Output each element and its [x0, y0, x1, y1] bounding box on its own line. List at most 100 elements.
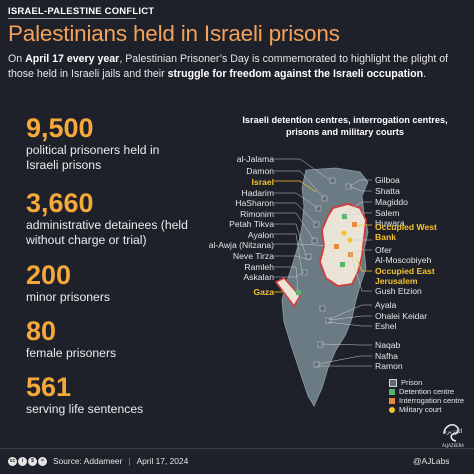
brand-handle: @AJLabs: [413, 456, 450, 466]
intro-part-2: , Palestinian Prisoner’s Day is commemor…: [8, 53, 449, 80]
map-heading-line-2: prisons and military courts: [286, 127, 404, 137]
interrogation-marker: [348, 252, 353, 257]
stat-item: 3,660 administrative detainees (held wit…: [26, 188, 226, 248]
stat-item: 9,500 political prisoners held in Israel…: [26, 113, 176, 173]
intro-part-3: .: [423, 67, 427, 80]
cc-icon: cc: [8, 456, 17, 466]
map-legend: Prison Detention centre Interrogation ce…: [389, 378, 464, 414]
legend-label: Prison: [401, 378, 423, 387]
detention-marker: [296, 290, 301, 295]
map-label-petah-tikva: Petah Tikva: [229, 219, 274, 229]
prison-marker: [313, 221, 320, 228]
map-label-huwara: Huwara: [375, 218, 405, 228]
military-court-marker: [341, 230, 347, 236]
date-text: April 17, 2024: [136, 456, 189, 466]
map-markers: [296, 177, 357, 368]
legend-item: Interrogation centre: [389, 396, 464, 405]
legend-swatch: [389, 397, 395, 404]
intro-date: April 17 every year: [25, 53, 120, 65]
legend-swatch: [389, 388, 395, 395]
map-label-hasharon: HaSharon: [235, 198, 274, 208]
map-label-eshel: Eshel: [375, 321, 397, 331]
stat-label: political prisoners held in Israeli pris…: [26, 143, 160, 172]
intro-struggle: struggle for freedom against the Israeli…: [167, 67, 424, 80]
footer-rule: [0, 448, 474, 449]
map-label-hadarim: Hadarim: [241, 188, 274, 198]
map-label-magiddo: Magiddo: [375, 197, 408, 207]
map-label-ramleh: Ramleh: [244, 262, 274, 272]
map-label-gilboa: Gilboa: [375, 175, 400, 185]
map-label-ohalei-keidar: Ohalei Keidar: [375, 311, 428, 321]
stat-label: minor prisoners: [26, 290, 110, 304]
license-icons: cc i $ =: [8, 456, 47, 466]
page-title: Palestinians held in Israeli prisons: [8, 21, 340, 46]
map-label-al-moscobiyeh: Al-Moscobiyeh: [375, 255, 432, 265]
map-label-ayalon: Ayalon: [247, 230, 274, 240]
sa-icon: =: [38, 456, 47, 466]
detention-marker: [342, 214, 347, 219]
stat-value: 80: [26, 316, 57, 346]
prison-marker: [301, 269, 308, 276]
map-label-damon: Damon: [246, 166, 274, 176]
legend-item: Detention centre: [389, 387, 464, 396]
map-label-israel: Israel: [251, 177, 274, 187]
legend-item: Prison: [389, 378, 464, 387]
interrogation-marker: [352, 222, 357, 227]
map-label-gaza: Gaza: [253, 287, 274, 297]
stat-value: 3,660: [26, 188, 94, 218]
prison-marker: [319, 305, 326, 312]
map-label-naqab: Naqab: [375, 340, 401, 350]
prison-marker: [345, 183, 352, 190]
israel-land: [281, 167, 369, 407]
kicker-rule: [8, 18, 136, 19]
footer-separator: |: [128, 456, 131, 466]
stat-label: administrative detainees (held without c…: [26, 218, 188, 247]
map-label-al-awja: al-Awja (Nitzana): [208, 240, 274, 250]
by-icon: i: [18, 456, 27, 466]
prison-marker: [321, 195, 328, 202]
prison-marker: [329, 177, 336, 184]
legend-label: Interrogation centre: [399, 396, 465, 405]
map-label-shatta: Shatta: [375, 186, 400, 196]
legend-swatch: [389, 406, 395, 413]
stat-value: 9,500: [26, 113, 94, 143]
source-text: Source: Addameer: [53, 456, 123, 466]
legend-item: Military court: [389, 405, 464, 414]
intro-text: On April 17 every year, Palestinian Pris…: [8, 52, 468, 81]
prison-marker: [311, 237, 318, 244]
map-label-rimonim: Rimonim: [240, 209, 274, 219]
legend-label: Detention centre: [399, 387, 455, 396]
prison-marker: [315, 205, 322, 212]
kicker: ISRAEL-PALESTINE CONFLICT: [8, 6, 155, 17]
interrogation-marker: [334, 244, 339, 249]
map-label-al-jalama: al-Jalama: [236, 154, 274, 164]
map-label-ramon: Ramon: [375, 361, 403, 371]
map-label-askalan: Askalan: [243, 272, 274, 282]
map-label-nafha: Nafha: [375, 351, 398, 361]
gaza-territory: [274, 277, 301, 308]
prison-marker: [313, 361, 320, 368]
stat-value: 561: [26, 372, 72, 402]
map-heading-line-1: Israeli detention centres, interrogation…: [242, 115, 448, 125]
stat-item: 80 female prisoners: [26, 316, 116, 361]
prison-marker: [305, 253, 312, 260]
legend-swatch: [389, 378, 397, 387]
map-label-east-jerusalem: Occupied East Jerusalem: [375, 266, 435, 286]
map-label-neve-tirza: Neve Tirza: [232, 251, 274, 261]
footer: cc i $ = Source: Addameer | April 17, 2024: [8, 456, 188, 466]
highlight-lines: [274, 180, 372, 293]
aljazeera-logo: الجزيرة ALJAZEERA: [442, 424, 464, 448]
stat-label: female prisoners: [26, 346, 117, 360]
detention-marker: [340, 262, 345, 267]
map-label-ayala: Ayala: [375, 300, 397, 310]
map-label-salem: Salem: [375, 208, 400, 218]
legend-label: Military court: [399, 405, 442, 414]
stat-item: 200 minor prisoners: [26, 260, 110, 305]
prison-marker: [317, 341, 324, 348]
map-heading: Israeli detention centres, interrogation…: [234, 114, 456, 138]
intro-part-1: On: [8, 53, 26, 65]
stat-item: 561 serving life sentences: [26, 372, 143, 417]
map-label-ofer: Ofer: [375, 245, 392, 255]
logo-arabic: الجزيرة: [444, 428, 463, 435]
